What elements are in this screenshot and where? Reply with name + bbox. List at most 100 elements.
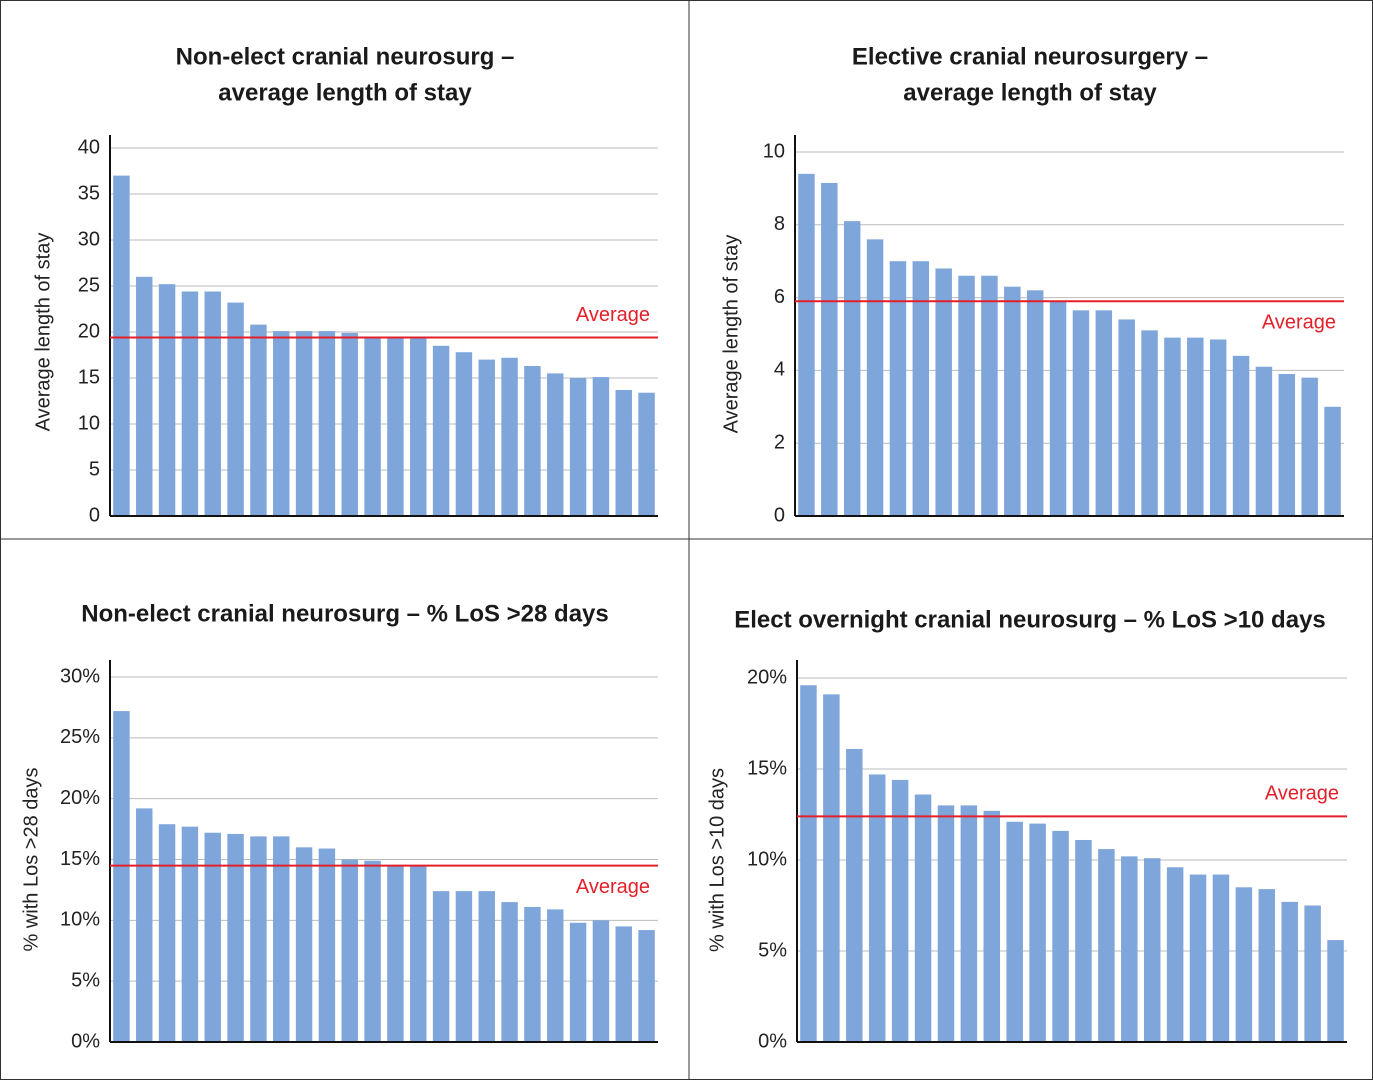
chart-title: average length of stay	[903, 79, 1157, 106]
y-tick-label: 25	[78, 274, 100, 296]
bar	[204, 832, 221, 1042]
bar	[364, 338, 381, 516]
y-tick-label: 6	[774, 286, 785, 308]
bar	[798, 173, 815, 516]
y-tick-label: 20%	[60, 787, 100, 809]
bar	[1075, 839, 1092, 1042]
bar	[455, 891, 473, 1042]
bar	[569, 378, 587, 516]
bar	[158, 284, 176, 516]
y-tick-label: 15	[78, 366, 100, 388]
y-tick-label: 5	[89, 458, 100, 480]
bar	[547, 373, 564, 516]
y-tick-label: 0	[774, 504, 785, 526]
chart-title: Non-elect cranial neurosurg – % LoS >28 …	[81, 600, 609, 627]
bar	[1026, 290, 1044, 516]
bar	[524, 906, 541, 1042]
y-tick-label: 20%	[747, 666, 787, 688]
y-tick-label: 5%	[71, 969, 100, 991]
bar	[823, 694, 840, 1042]
bar	[1164, 337, 1181, 516]
y-tick-label: 10%	[60, 909, 100, 931]
chart-title: Elective cranial neurosurgery –	[852, 43, 1208, 70]
bar	[250, 324, 267, 516]
y-tick-label: 5%	[758, 939, 787, 961]
bar	[1258, 889, 1276, 1042]
bar	[181, 291, 199, 516]
chart-title: average length of stay	[218, 79, 472, 106]
bar	[843, 221, 861, 516]
bar	[410, 865, 427, 1042]
bar	[1304, 905, 1321, 1042]
bar	[1095, 310, 1113, 516]
y-axis-label: Average length of stay	[720, 235, 742, 434]
bar	[113, 711, 130, 1042]
bar	[569, 922, 587, 1042]
bar	[1006, 821, 1023, 1042]
bar	[1212, 874, 1230, 1042]
bar	[341, 332, 358, 516]
bar	[1235, 887, 1253, 1042]
y-tick-label: 4	[774, 359, 785, 381]
y-tick-label: 25%	[60, 726, 100, 748]
bar	[912, 261, 930, 516]
bar	[960, 805, 978, 1042]
bar	[1301, 377, 1318, 516]
bar	[1072, 310, 1090, 516]
bar	[364, 860, 381, 1042]
bar	[1004, 286, 1021, 516]
y-axis-label: % with Los >10 days	[706, 768, 728, 952]
bar	[800, 685, 817, 1042]
bar	[638, 930, 655, 1042]
bar	[638, 392, 655, 516]
y-tick-label: 10	[763, 140, 785, 162]
bar	[250, 836, 267, 1042]
average-label: Average	[1262, 312, 1336, 334]
bar	[501, 357, 518, 516]
bar	[1098, 849, 1115, 1042]
y-tick-label: 0%	[71, 1030, 100, 1052]
bar	[1255, 366, 1273, 516]
y-tick-label: 0	[89, 504, 100, 526]
y-axis-label: Average length of stay	[32, 233, 54, 432]
bar	[1189, 874, 1207, 1042]
chart-title: Non-elect cranial neurosurg –	[176, 43, 515, 70]
bar	[318, 848, 336, 1042]
average-label: Average	[576, 304, 650, 326]
bar	[410, 338, 427, 516]
bar	[1281, 901, 1298, 1042]
bar	[547, 909, 564, 1042]
bar	[387, 338, 404, 516]
bar	[432, 891, 450, 1042]
bar	[1143, 858, 1161, 1042]
bar	[958, 275, 975, 516]
bar	[227, 302, 244, 516]
bar	[1049, 301, 1067, 516]
bar	[1141, 330, 1158, 516]
bar	[615, 926, 632, 1042]
bar	[432, 345, 450, 516]
bar	[455, 352, 473, 516]
bar	[983, 810, 1001, 1042]
y-tick-label: 40	[78, 136, 100, 158]
y-tick-label: 10	[78, 412, 100, 434]
bar	[1187, 337, 1204, 516]
bar	[318, 331, 336, 516]
bar	[937, 805, 955, 1042]
bar	[524, 366, 541, 516]
bar	[914, 794, 932, 1042]
bar	[295, 847, 313, 1042]
bar	[136, 276, 153, 516]
bar	[158, 824, 176, 1042]
bar	[113, 175, 130, 516]
y-tick-label: 0%	[758, 1030, 787, 1052]
y-tick-label: 20	[78, 320, 100, 342]
bar	[615, 389, 632, 516]
bar	[1209, 339, 1227, 516]
y-tick-label: 2	[774, 431, 785, 453]
bar	[891, 779, 909, 1042]
bar	[273, 331, 290, 516]
y-axis-label: % with Los >28 days	[20, 768, 42, 952]
bar	[1232, 355, 1250, 516]
